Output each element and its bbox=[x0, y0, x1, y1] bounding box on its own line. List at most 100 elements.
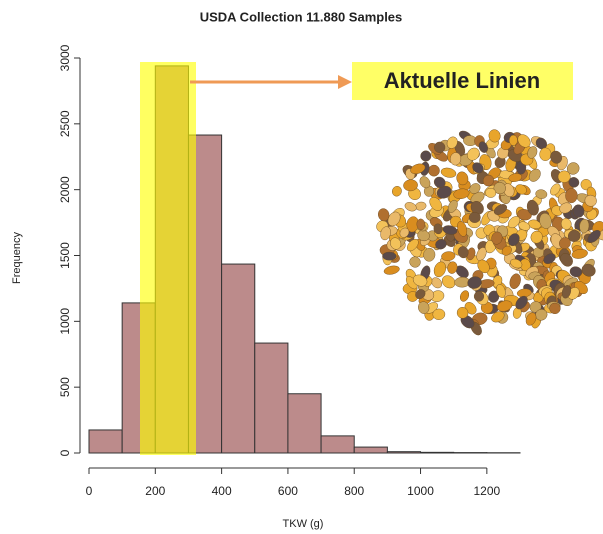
kernel bbox=[561, 285, 572, 299]
kernel bbox=[488, 129, 501, 143]
kernel bbox=[399, 227, 410, 238]
kernel bbox=[526, 199, 539, 216]
kernel bbox=[446, 136, 458, 149]
y-tick-label: 1000 bbox=[58, 308, 72, 335]
kernel bbox=[515, 295, 528, 310]
kernel bbox=[390, 237, 402, 250]
kernel bbox=[435, 239, 447, 250]
y-tick-label: 1500 bbox=[58, 242, 72, 269]
bar bbox=[88, 429, 123, 454]
kernel bbox=[550, 150, 563, 164]
x-tick-label: 1000 bbox=[407, 484, 434, 498]
kernel bbox=[493, 204, 508, 215]
highlight bbox=[140, 62, 196, 455]
kernel bbox=[525, 312, 537, 326]
kernel bbox=[404, 202, 417, 212]
y-tick-label: 500 bbox=[58, 377, 72, 397]
kernel bbox=[456, 307, 469, 319]
kernel bbox=[457, 246, 469, 259]
kernel bbox=[468, 212, 481, 223]
x-tick-label: 400 bbox=[212, 484, 232, 498]
kernel bbox=[447, 261, 458, 274]
corn-image bbox=[376, 129, 603, 336]
kernel bbox=[535, 189, 548, 199]
kernel bbox=[539, 212, 552, 229]
kernel bbox=[429, 196, 443, 211]
annotation: Aktuelle Linien bbox=[384, 68, 540, 93]
x-tick-label: 800 bbox=[344, 484, 364, 498]
bar bbox=[353, 446, 388, 454]
kernel bbox=[409, 256, 421, 268]
y-tick-label: 0 bbox=[58, 449, 72, 456]
kernel bbox=[415, 289, 426, 300]
kernel bbox=[410, 163, 426, 175]
kernel bbox=[508, 216, 521, 229]
kernel bbox=[419, 176, 431, 189]
kernel bbox=[447, 199, 458, 213]
kernel bbox=[493, 182, 506, 195]
kernel bbox=[567, 229, 581, 242]
kernel bbox=[467, 147, 480, 161]
kernel bbox=[496, 284, 506, 298]
kernel bbox=[428, 164, 440, 177]
kernel bbox=[433, 261, 447, 278]
kernel bbox=[569, 266, 583, 278]
kernel bbox=[571, 248, 588, 259]
kernel bbox=[509, 273, 521, 289]
kernel bbox=[560, 253, 573, 267]
kernel bbox=[501, 245, 512, 256]
kernel bbox=[572, 204, 585, 218]
kernel bbox=[442, 225, 458, 235]
kernel bbox=[412, 274, 428, 287]
kernel bbox=[496, 300, 513, 312]
kernel bbox=[477, 259, 490, 274]
kernel bbox=[441, 275, 456, 289]
kernel bbox=[517, 134, 531, 148]
kernel bbox=[423, 247, 436, 262]
kernel bbox=[557, 170, 571, 183]
kernel bbox=[440, 167, 457, 178]
kernel bbox=[584, 194, 597, 207]
bar bbox=[386, 451, 422, 454]
bar bbox=[320, 435, 355, 454]
kernel bbox=[478, 141, 488, 153]
kernel bbox=[450, 152, 462, 166]
kernel bbox=[550, 183, 561, 196]
y-tick-label: 2000 bbox=[58, 176, 72, 203]
x-tick-label: 0 bbox=[86, 484, 93, 498]
kernel bbox=[476, 247, 487, 262]
kernel bbox=[549, 302, 561, 315]
kernel bbox=[509, 134, 518, 146]
kernel bbox=[515, 184, 527, 195]
kernel bbox=[414, 201, 427, 211]
kernel bbox=[431, 277, 443, 289]
bar bbox=[287, 393, 322, 454]
kernel bbox=[510, 258, 523, 269]
kernel bbox=[416, 218, 426, 231]
kernel bbox=[467, 276, 482, 289]
chart-title: USDA Collection 11.880 Samples bbox=[200, 9, 403, 24]
kernel bbox=[378, 208, 390, 222]
kernel bbox=[581, 263, 596, 277]
kernel bbox=[433, 176, 446, 188]
kernel bbox=[456, 171, 469, 186]
kernel bbox=[508, 173, 523, 182]
kernel bbox=[470, 200, 484, 215]
kernel bbox=[587, 229, 601, 243]
kernel bbox=[485, 187, 497, 198]
bar bbox=[254, 342, 289, 454]
kernel bbox=[472, 162, 484, 174]
kernel bbox=[482, 174, 494, 187]
x-tick-label: 200 bbox=[145, 484, 165, 498]
kernel bbox=[517, 209, 532, 221]
bar bbox=[221, 263, 256, 454]
kernel bbox=[383, 265, 400, 275]
kernel bbox=[453, 188, 470, 200]
bar bbox=[420, 451, 455, 454]
kernel bbox=[518, 221, 531, 231]
kernel bbox=[543, 253, 556, 264]
kernel bbox=[459, 290, 470, 302]
kernel bbox=[434, 141, 446, 154]
